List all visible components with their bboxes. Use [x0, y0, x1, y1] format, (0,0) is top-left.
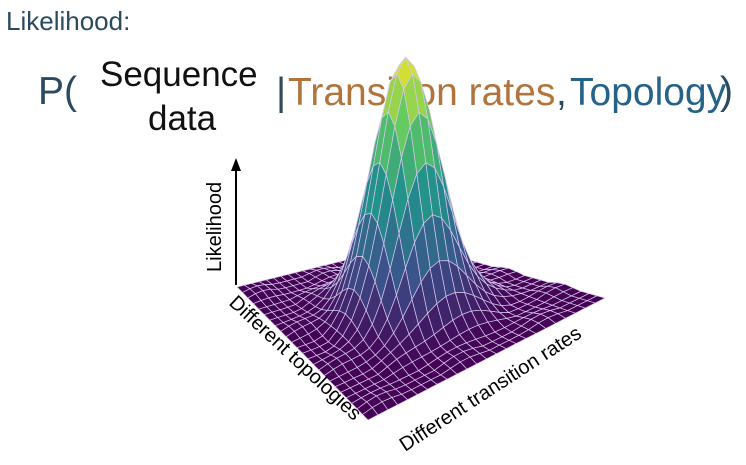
formula-sequence-line2: data	[148, 99, 217, 138]
formula-open: P(	[38, 70, 77, 113]
surface-cell	[361, 407, 379, 421]
formula-close: )	[720, 70, 733, 113]
formula-comma: ,	[556, 71, 567, 114]
likelihood-axis-arrow-icon	[231, 158, 241, 171]
formula-topology: Topology	[570, 71, 727, 114]
likelihood-axis-label: Likelihood	[204, 182, 226, 272]
formula-sequence-line1: Sequence	[100, 55, 258, 94]
formula-separator: |	[276, 71, 287, 114]
likelihood-heading: Likelihood:	[6, 6, 131, 36]
surface-mesh	[236, 56, 606, 421]
